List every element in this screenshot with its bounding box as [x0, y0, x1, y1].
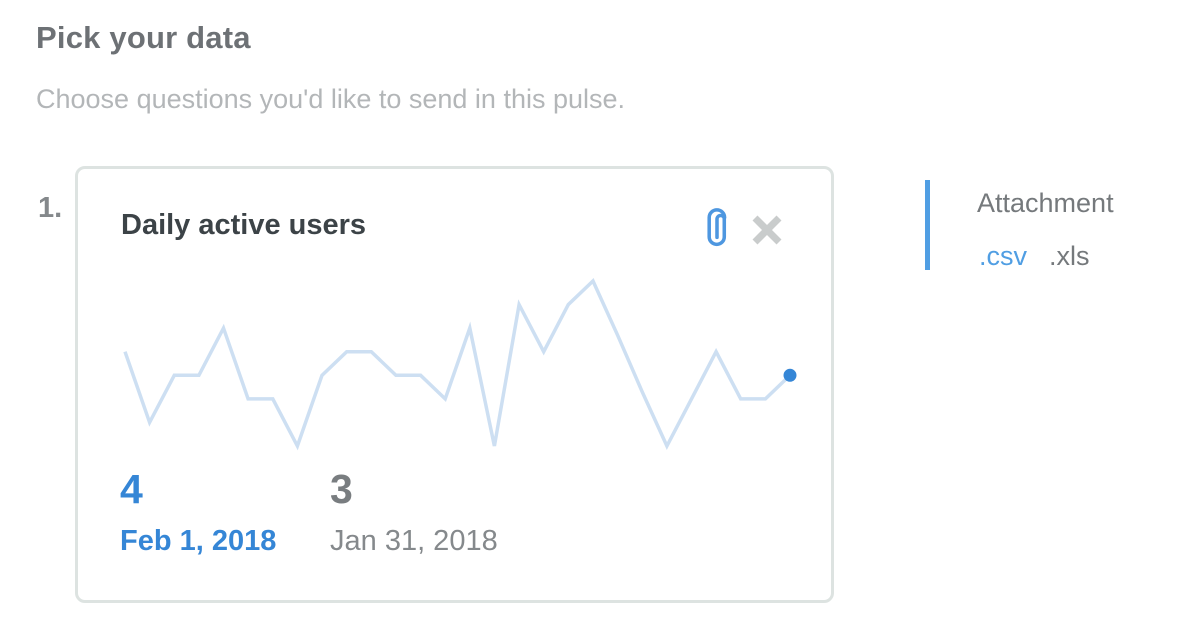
page-title: Pick your data: [36, 20, 251, 55]
format-option-csv[interactable]: .csv: [979, 241, 1028, 271]
metric-current-date: Feb 1, 2018: [120, 525, 277, 557]
sparkline-series: [123, 278, 792, 451]
sparkline-last-point-dot: [783, 368, 797, 382]
page-subtitle: Choose questions you'd like to send in t…: [36, 84, 626, 114]
paperclip-icon: [704, 208, 730, 254]
close-icon: [749, 215, 785, 251]
metric-previous-date: Jan 31, 2018: [330, 525, 498, 557]
metric-current: 4 Feb 1, 2018: [120, 469, 276, 556]
format-option-xls[interactable]: .xls: [1049, 241, 1090, 271]
question-card-title: Daily active users: [121, 209, 367, 241]
sparkline-chart: [123, 278, 797, 451]
attachment-format-options: .csv .xls: [979, 241, 1090, 272]
remove-question-button[interactable]: [749, 212, 785, 248]
attachment-accent-bar: [925, 180, 930, 270]
metric-previous-value: 3: [330, 466, 353, 512]
attachment-button[interactable]: [703, 205, 731, 253]
metric-current-value: 4: [120, 466, 143, 512]
card-index: 1.: [38, 192, 63, 224]
metric-previous: 3 Jan 31, 2018: [330, 469, 498, 556]
question-card: Daily active users 4 Feb 1, 2018 3 Jan 3…: [75, 166, 834, 603]
attachment-title: Attachment: [977, 188, 1114, 218]
